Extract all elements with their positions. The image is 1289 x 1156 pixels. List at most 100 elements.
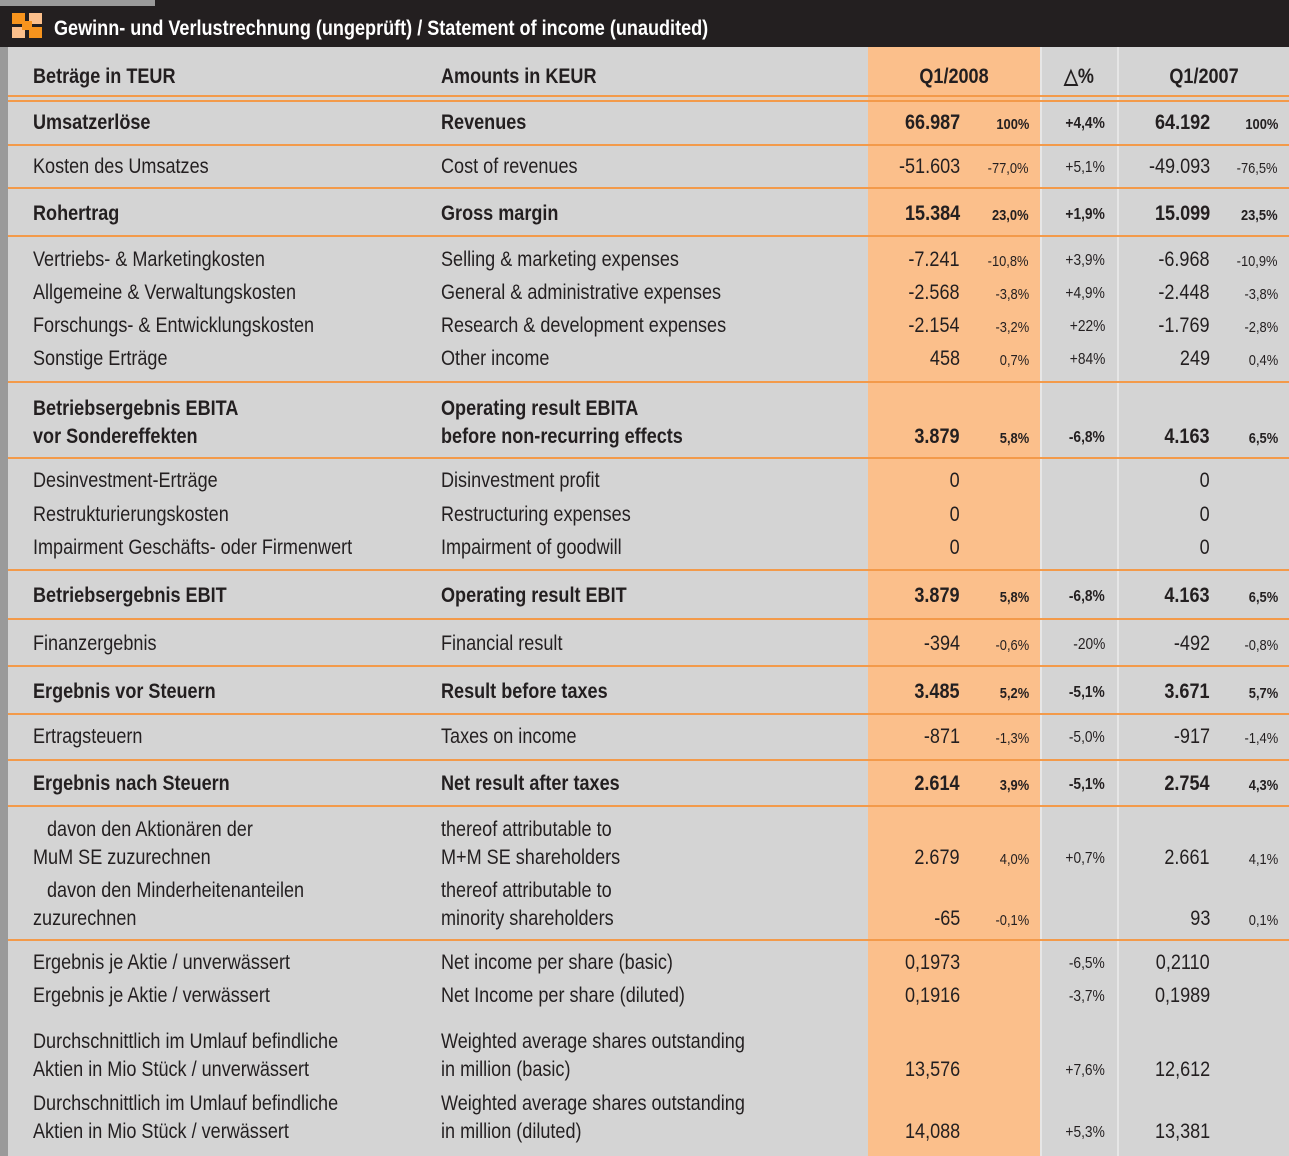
label-en: Net Income per share (diluted)	[441, 983, 685, 1007]
separator	[8, 618, 1289, 620]
percent: 0,7%	[999, 351, 1029, 369]
separator	[8, 381, 1289, 383]
delta: +4,9%	[1065, 285, 1105, 302]
label-de: Ergebnis je Aktie / unverwässert	[33, 950, 290, 974]
separator	[8, 144, 1289, 146]
separator	[8, 100, 1289, 102]
title-bar: Gewinn- und Verlustrechnung (ungeprüft) …	[0, 0, 1289, 47]
column-header: Q1/2007	[1169, 64, 1239, 88]
value: -871	[923, 724, 960, 748]
label-en: Cost of revenues	[441, 154, 578, 178]
percent: 100%	[995, 115, 1029, 133]
value: 14,088	[904, 1119, 960, 1143]
label-en: Taxes on income	[441, 724, 577, 748]
separator	[8, 759, 1289, 761]
percent: -3,8%	[995, 285, 1029, 303]
value: -2.154	[908, 313, 960, 337]
value: 3.879	[914, 424, 960, 448]
percent: -0,8%	[1244, 636, 1278, 654]
label-en: Weighted average shares outstanding	[441, 1029, 745, 1053]
delta: -5,1%	[1069, 684, 1105, 701]
percent: 5,8%	[999, 429, 1029, 447]
label-de: zuzurechnen	[33, 906, 137, 930]
value: -65	[933, 906, 960, 930]
percent: -1,3%	[995, 729, 1029, 747]
value: 2.679	[914, 845, 960, 869]
label-en: Revenues	[441, 110, 527, 134]
value: 3.671	[1164, 679, 1210, 703]
label-de: Restrukturierungskosten	[33, 502, 229, 526]
value: -51.603	[898, 154, 960, 178]
label-en: Financial result	[441, 631, 563, 655]
delta: +4,4%	[1065, 115, 1105, 132]
percent: -10,8%	[988, 252, 1029, 270]
label-de: davon den Aktionären der	[47, 817, 253, 841]
label-en: Impairment of goodwill	[441, 535, 622, 559]
label-de: davon den Minderheitenanteilen	[47, 878, 305, 902]
value: 12,612	[1154, 1057, 1210, 1081]
label-en: Operating result EBITA	[441, 396, 639, 420]
percent: 6,5%	[1248, 429, 1278, 447]
percent: 5,2%	[999, 684, 1029, 702]
label-de: Aktien in Mio Stück / unverwässert	[33, 1057, 310, 1081]
percent: 100%	[1244, 115, 1278, 133]
separator	[8, 95, 1289, 97]
value: -1.769	[1158, 313, 1210, 337]
label-de: Ergebnis vor Steuern	[33, 679, 216, 703]
value: 2.754	[1164, 771, 1210, 795]
percent: 5,7%	[1248, 684, 1278, 702]
percent: 4,0%	[999, 850, 1029, 868]
label-de: Kosten des Umsatzes	[33, 154, 209, 178]
delta: +7,6%	[1065, 1062, 1105, 1079]
value: 0	[1199, 468, 1210, 492]
label-de: Finanzergebnis	[33, 631, 157, 655]
value: 2.661	[1164, 845, 1210, 869]
delta: -3,7%	[1069, 988, 1105, 1005]
separator	[8, 569, 1289, 571]
label-en: Net income per share (basic)	[441, 950, 673, 974]
value: 13,576	[904, 1057, 960, 1081]
value: 0,1989	[1154, 983, 1210, 1007]
delta: +5,1%	[1065, 159, 1105, 176]
label-en: thereof attributable to	[441, 878, 612, 902]
label-en: Other income	[441, 346, 550, 370]
value: 15.384	[904, 201, 960, 225]
label-en: Net result after taxes	[441, 771, 620, 795]
separator	[8, 805, 1289, 807]
percent: 3,9%	[999, 776, 1029, 794]
label-de: Durchschnittlich im Umlauf befindliche	[33, 1029, 339, 1053]
value: -6.968	[1158, 247, 1210, 271]
label-en: Restructuring expenses	[441, 502, 631, 526]
percent: -2,8%	[1244, 318, 1278, 336]
label-de: Ertragsteuern	[33, 724, 143, 748]
label-en: in million (basic)	[441, 1057, 571, 1081]
delta: -6,8%	[1069, 429, 1105, 446]
percent: -3,2%	[995, 318, 1029, 336]
value: 2.614	[914, 771, 960, 795]
logo-icon	[12, 13, 42, 38]
percent: 0,1%	[1248, 911, 1278, 929]
left-strip	[0, 0, 8, 1156]
label-en: Disinvestment profit	[441, 468, 600, 492]
label-de: Ergebnis nach Steuern	[33, 771, 230, 795]
column-header: Q1/2008	[919, 64, 989, 88]
delta: +1,9%	[1065, 206, 1105, 223]
label-en: Gross margin	[441, 201, 559, 225]
label-en: M+M SE shareholders	[441, 845, 621, 869]
separator	[8, 235, 1289, 237]
label-en: before non-recurring effects	[441, 424, 683, 448]
percent: -1,4%	[1244, 729, 1278, 747]
percent: -76,5%	[1237, 159, 1278, 177]
orange-column	[868, 47, 1040, 1156]
delta: +3,9%	[1065, 252, 1105, 269]
label-en: Selling & marketing expenses	[441, 247, 679, 271]
label-de: Ergebnis je Aktie / verwässert	[33, 983, 270, 1007]
value: 0,2110	[1156, 950, 1210, 974]
value: 3.485	[914, 679, 960, 703]
percent: 4,1%	[1248, 850, 1278, 868]
label-de: Allgemeine & Verwaltungskosten	[33, 280, 297, 304]
label-de: Durchschnittlich im Umlauf befindliche	[33, 1091, 339, 1115]
label-en: Operating result EBIT	[441, 583, 627, 607]
delta: +22%	[1069, 318, 1105, 335]
tab	[0, 0, 155, 6]
